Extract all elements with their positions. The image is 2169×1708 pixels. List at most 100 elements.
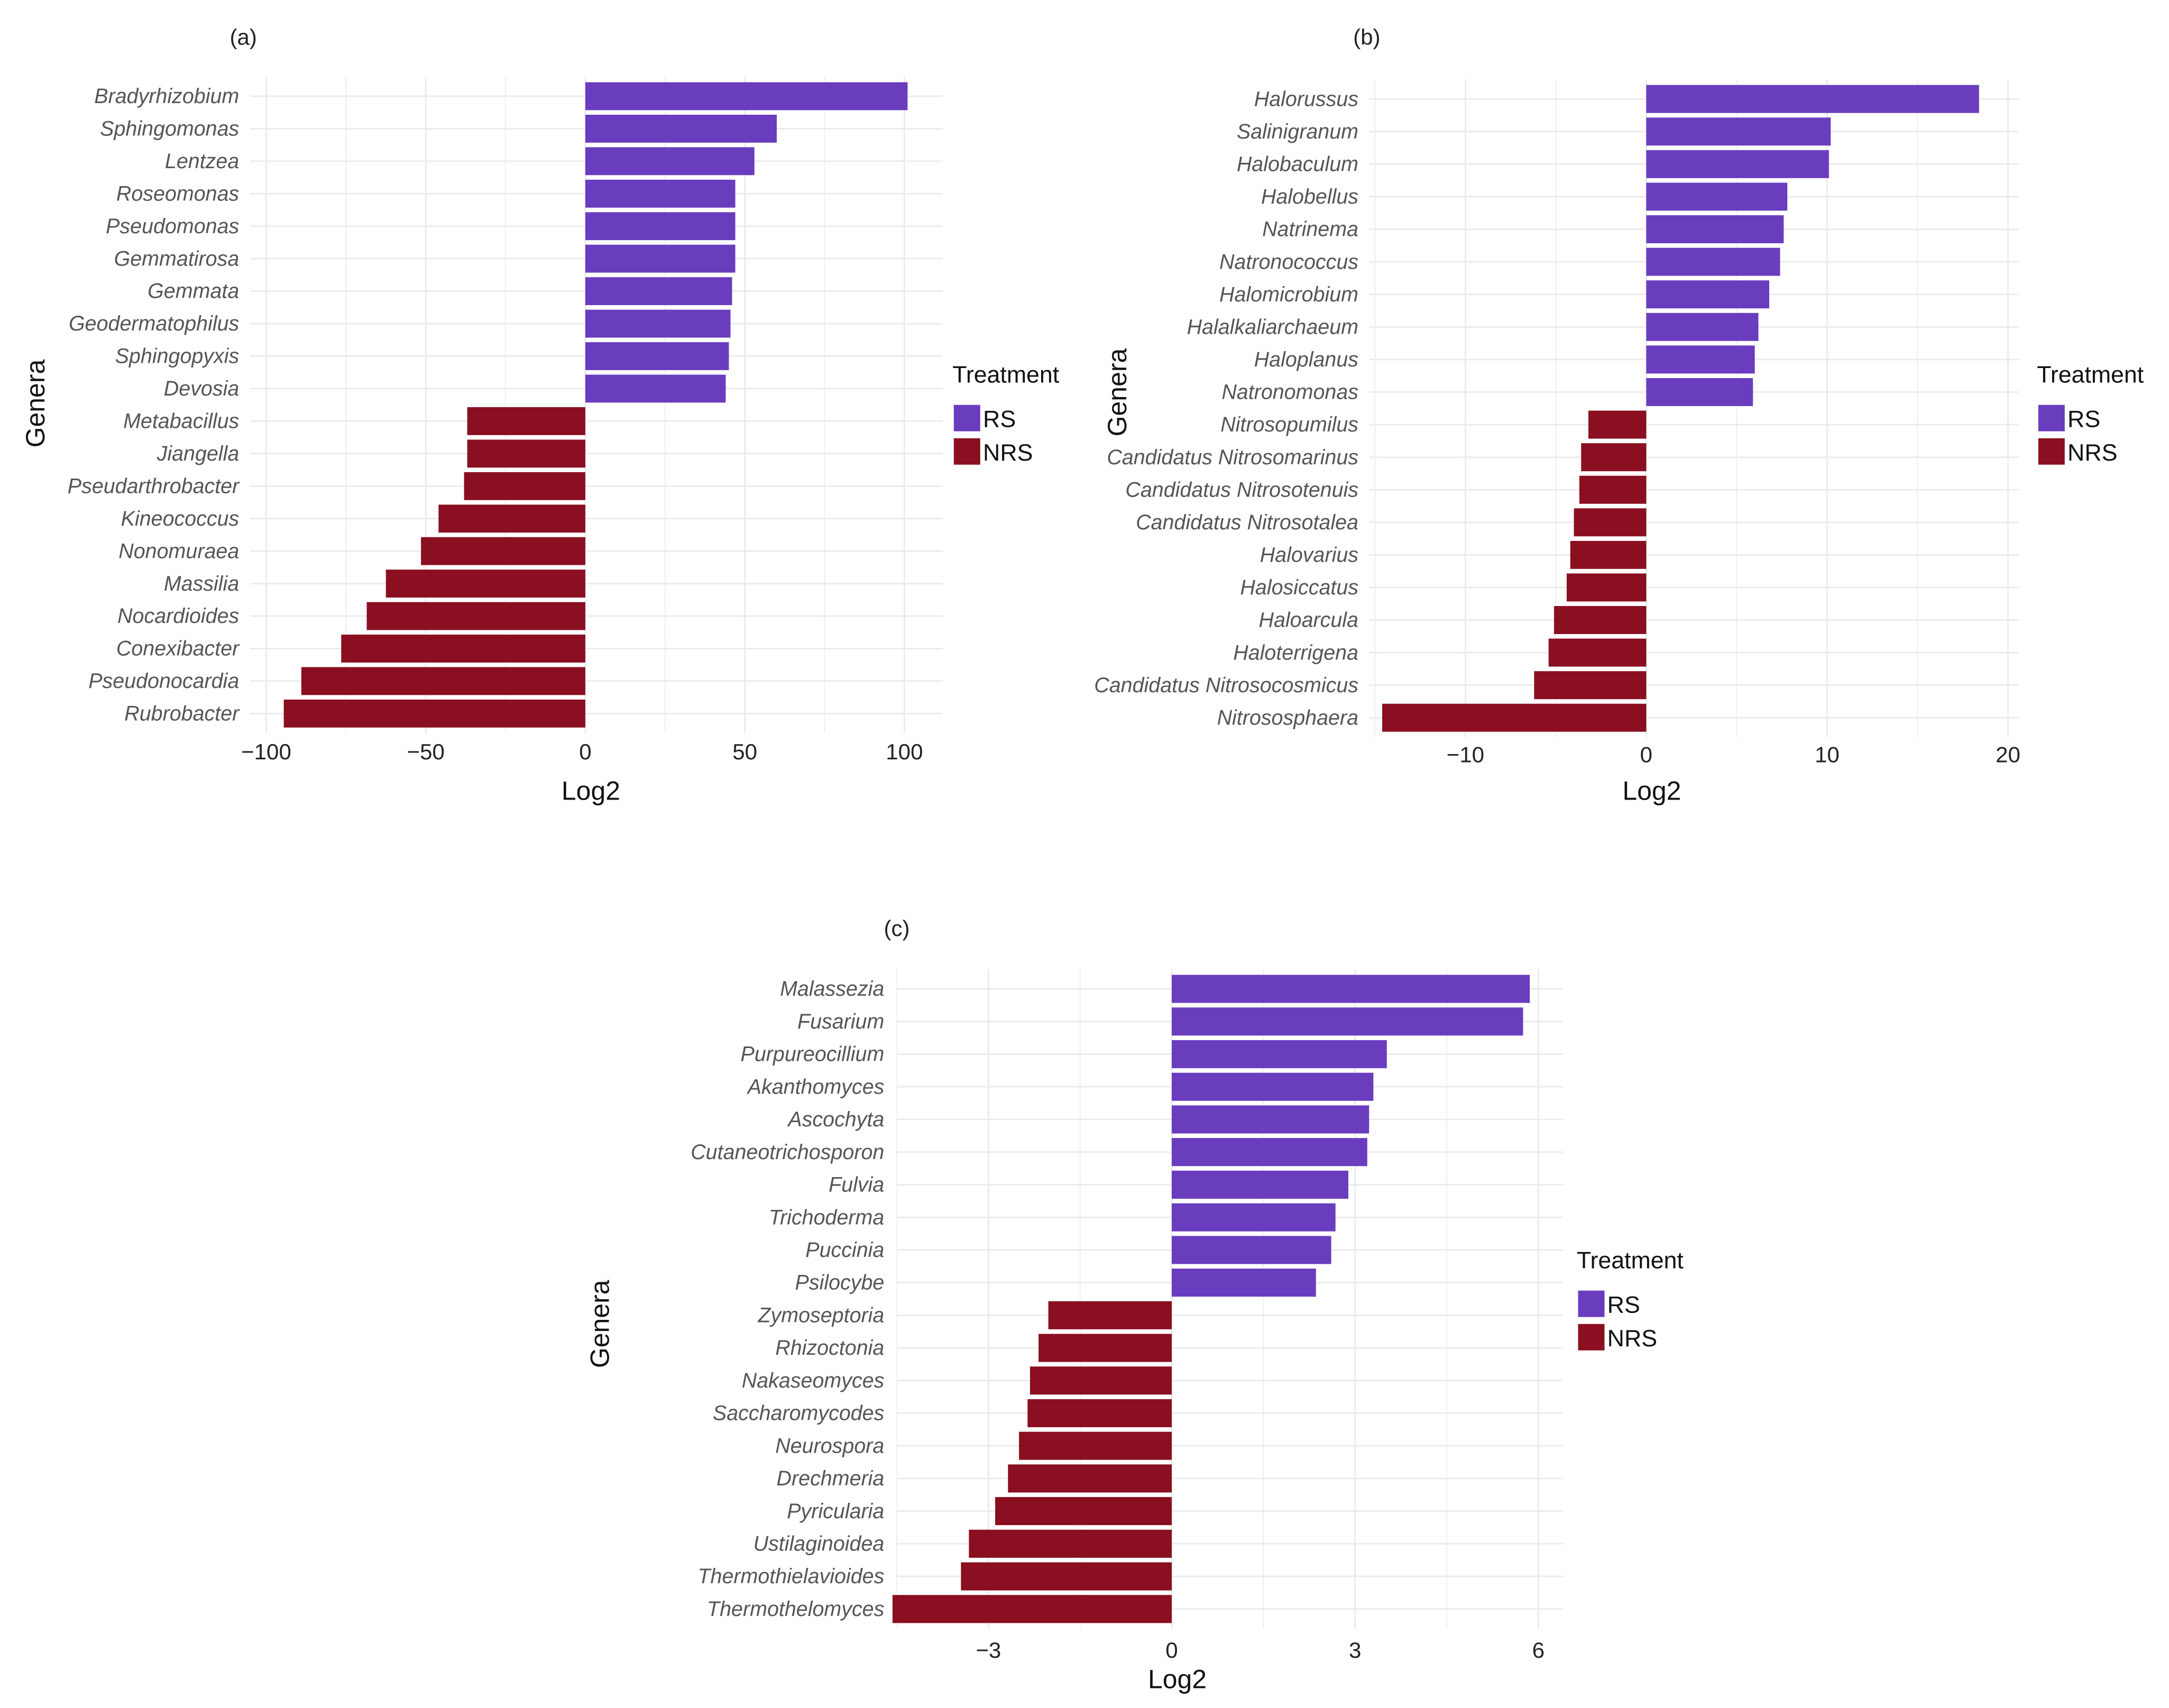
bar-haloarcula bbox=[1554, 606, 1647, 635]
category-label: Malassezia bbox=[780, 977, 884, 1000]
bar-nitrososphaera bbox=[1382, 703, 1647, 732]
bar-rubrobacter bbox=[283, 699, 585, 728]
x-tick-label: 10 bbox=[1815, 742, 1840, 767]
bar-puccinia bbox=[1172, 1236, 1331, 1264]
bar-halobellus bbox=[1646, 182, 1788, 211]
bar-cutaneotrichosporon bbox=[1172, 1138, 1367, 1167]
legend-title: Treatment bbox=[2037, 362, 2144, 388]
category-label: Metabacillus bbox=[123, 410, 239, 433]
chart-panel-b: Halorussus Salinigranum Halobaculum Halobel… bbox=[1094, 25, 2144, 806]
legend: Treatment RS NRS bbox=[952, 362, 1060, 466]
bar-nakaseomyces bbox=[1030, 1366, 1172, 1395]
bar-malassezia bbox=[1172, 975, 1530, 1003]
legend-label: NRS bbox=[1607, 1326, 1657, 1352]
panel-label: (c) bbox=[884, 916, 909, 941]
bar-gemmatirosa bbox=[585, 244, 736, 273]
bar-candidatus-nitrosotenuis bbox=[1579, 475, 1647, 504]
bar-nonomuraea bbox=[421, 537, 585, 565]
category-label: Thermothielavioides bbox=[697, 1565, 884, 1588]
category-label: Ascochyta bbox=[787, 1108, 884, 1131]
bar-zymoseptoria bbox=[1048, 1301, 1172, 1329]
bar-natrinema bbox=[1646, 215, 1784, 244]
bar-akanthomyces bbox=[1172, 1072, 1374, 1101]
category-label: Candidatus Nitrosomarinus bbox=[1107, 446, 1358, 469]
x-tick-label: −100 bbox=[241, 739, 291, 764]
bar-nitrosopumilus bbox=[1588, 410, 1647, 439]
bar-nocardioides bbox=[366, 602, 585, 630]
bar-fusarium bbox=[1172, 1007, 1523, 1036]
category-label: Gemmata bbox=[148, 280, 239, 303]
legend-label: RS bbox=[2067, 407, 2100, 433]
bar-kineococcus bbox=[438, 504, 585, 533]
bar-natronomonas bbox=[1646, 378, 1753, 406]
y-axis-title: Genera bbox=[1102, 348, 1132, 436]
bar-thermothielavioides bbox=[961, 1562, 1172, 1591]
category-label: Rubrobacter bbox=[124, 702, 240, 726]
x-tick-label: −3 bbox=[976, 1638, 1001, 1663]
category-label: Purpureocillium bbox=[741, 1043, 885, 1066]
bar-ascochyta bbox=[1172, 1105, 1370, 1134]
chart-panel-c: Malassezia Fusarium Purpureocillium Akantho… bbox=[585, 916, 1684, 1694]
category-label: Natrinema bbox=[1262, 218, 1358, 241]
category-label: Nakaseomyces bbox=[742, 1369, 885, 1392]
x-axis-title: Log2 bbox=[1622, 776, 1681, 805]
bar-metabacillus bbox=[467, 407, 585, 435]
legend-key-nrs bbox=[2038, 438, 2065, 465]
category-label: Nocardioides bbox=[117, 604, 239, 628]
x-tick-label: −10 bbox=[1447, 742, 1484, 767]
category-label: Kineococcus bbox=[121, 507, 240, 530]
bar-trichoderma bbox=[1172, 1203, 1336, 1232]
x-tick-label: 6 bbox=[1532, 1638, 1545, 1663]
bar-salinigranum bbox=[1646, 117, 1831, 146]
bar-pseudomonas bbox=[585, 212, 736, 241]
category-label: Trichoderma bbox=[769, 1206, 884, 1229]
bar-drechmeria bbox=[1008, 1464, 1172, 1493]
bar-candidatus-nitrosotalea bbox=[1574, 508, 1647, 537]
legend-title: Treatment bbox=[1577, 1248, 1684, 1274]
category-label: Nitrososphaera bbox=[1217, 706, 1358, 729]
x-tick-label: 0 bbox=[1640, 742, 1652, 767]
bar-pseudonocardia bbox=[301, 667, 585, 695]
legend-key-rs bbox=[1578, 1290, 1605, 1317]
category-label: Akanthomyces bbox=[747, 1075, 885, 1098]
category-label: Natronomonas bbox=[1221, 381, 1358, 404]
category-label: Haloterrigena bbox=[1233, 641, 1358, 664]
category-label: Pyricularia bbox=[787, 1500, 884, 1523]
category-label: Gemmatirosa bbox=[114, 247, 240, 270]
category-label: Bradyrhizobium bbox=[94, 85, 239, 108]
bar-pseudarthrobacter bbox=[464, 472, 585, 500]
category-label: Roseomonas bbox=[116, 182, 239, 205]
category-label: Haloarcula bbox=[1258, 609, 1358, 632]
bar-ustilaginoidea bbox=[969, 1529, 1172, 1558]
category-label: Cutaneotrichosporon bbox=[691, 1141, 884, 1164]
category-label: Sphingomonas bbox=[100, 117, 239, 141]
category-label: Halorussus bbox=[1254, 87, 1358, 111]
x-axis-title: Log2 bbox=[1148, 1665, 1207, 1694]
bar-halalkaliarchaeum bbox=[1646, 313, 1759, 341]
bar-candidatus-nitrosomarinus bbox=[1581, 443, 1647, 472]
x-tick-label: −50 bbox=[407, 739, 445, 764]
legend-title: Treatment bbox=[952, 362, 1060, 388]
category-label: Fusarium bbox=[797, 1010, 884, 1033]
category-label: Psilocybe bbox=[795, 1271, 885, 1294]
legend-key-nrs bbox=[1578, 1324, 1605, 1351]
chart-panel-a: Bradyrhizobium Sphingomonas Lentzea Roseomo… bbox=[21, 25, 1060, 806]
y-axis-title: Genera bbox=[585, 1280, 615, 1368]
bar-halomicrobium bbox=[1646, 280, 1769, 309]
bar-psilocybe bbox=[1172, 1269, 1316, 1297]
category-label: Puccinia bbox=[805, 1238, 884, 1262]
category-label: Drechmeria bbox=[777, 1467, 885, 1490]
category-label: Fulvia bbox=[829, 1173, 884, 1197]
bar-thermothelomyces bbox=[892, 1595, 1172, 1623]
category-label: Pseudonocardia bbox=[88, 669, 239, 693]
bar-saccharomycodes bbox=[1027, 1399, 1172, 1428]
category-label: Nonomuraea bbox=[118, 539, 239, 563]
legend-key-nrs bbox=[953, 438, 980, 465]
category-label: Candidatus Nitrosotalea bbox=[1136, 511, 1358, 534]
category-label: Haloplanus bbox=[1254, 348, 1358, 371]
x-tick-label: 0 bbox=[579, 739, 591, 764]
bar-halovarius bbox=[1570, 540, 1647, 569]
bar-purpureocillium bbox=[1172, 1040, 1387, 1069]
legend: Treatment RS NRS bbox=[1577, 1248, 1684, 1352]
category-label: Devosia bbox=[164, 377, 239, 400]
